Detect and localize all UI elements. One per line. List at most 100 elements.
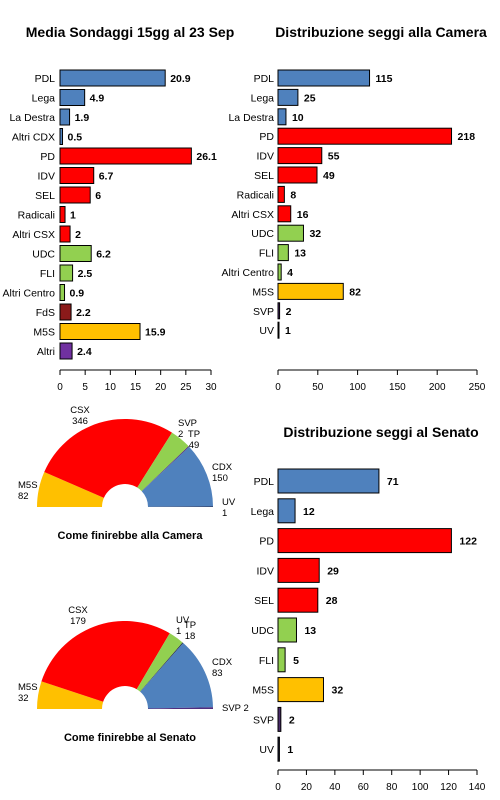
senato-x-tick-label: 100 xyxy=(412,782,429,793)
pie_camera-slice-label: TP xyxy=(188,429,200,440)
polls-x-tick-label: 0 xyxy=(57,382,63,393)
senato-chart-title: Distribuzione seggi al Senato xyxy=(283,424,479,440)
senato-category-label: SEL xyxy=(254,595,274,607)
polls-value-label: 6 xyxy=(95,190,101,202)
pie_senato-slice-label: 32 xyxy=(18,693,29,704)
senato-bar-IDV xyxy=(277,557,320,583)
polls-value-label: 6.7 xyxy=(99,171,114,183)
polls-category-label: Radicali xyxy=(18,210,55,222)
pie_senato-slice-label: 179 xyxy=(70,616,86,627)
polls-value-label: 15.9 xyxy=(145,327,166,339)
camera-value-label: 10 xyxy=(292,112,304,124)
polls-x-tick-label: 20 xyxy=(155,382,167,393)
senato-category-label: PDL xyxy=(254,476,275,488)
camera-category-label: Lega xyxy=(251,92,275,104)
pie_camera-slice-label: SVP xyxy=(178,418,197,429)
polls-value-label: 4.9 xyxy=(90,93,105,105)
polls-category-label: PDL xyxy=(35,73,56,85)
senato-category-label: FLI xyxy=(259,655,274,667)
polls-bar-Lega xyxy=(59,89,86,106)
polls-category-label: PD xyxy=(40,151,55,163)
senato-bar-UV xyxy=(277,736,280,762)
camera-bar-SVP xyxy=(277,302,281,320)
senato-x-tick-label: 40 xyxy=(329,782,341,793)
polls-bar-M5S xyxy=(59,323,141,340)
polls-bar-IDV xyxy=(59,167,95,184)
camera-category-label: M5S xyxy=(252,286,274,298)
camera-x-tick-label: 150 xyxy=(389,382,406,393)
senato-x-tick-label: 140 xyxy=(469,782,486,793)
polls-x-tick-label: 5 xyxy=(82,382,88,393)
polls-bar-UDC xyxy=(59,245,92,262)
camera-bar-Altri CSX xyxy=(277,205,292,223)
pie_senato-slice-label: SVP 2 xyxy=(222,703,249,714)
pie_camera-slice-CDX xyxy=(141,446,213,507)
polls-bar-Radicali xyxy=(59,206,66,223)
camera-x-tick-label: 100 xyxy=(349,382,366,393)
polls-category-label: FLI xyxy=(40,268,55,280)
pie_camera-slice-TP xyxy=(137,432,189,492)
camera-category-label: UDC xyxy=(251,228,274,240)
camera-category-label: PDL xyxy=(254,73,275,85)
polls-category-label: UDC xyxy=(32,249,55,261)
senato-x-tick-label: 20 xyxy=(301,782,313,793)
camera-bar-UV xyxy=(277,321,280,339)
pie_senato-slice-TP xyxy=(136,633,183,692)
polls-bar-PD xyxy=(59,147,192,165)
polls-bar-SEL xyxy=(59,186,91,204)
camera-value-label: 25 xyxy=(304,92,316,104)
pie_senato-slice-CDX xyxy=(140,643,213,709)
pie_camera-slice-label: 346 xyxy=(72,416,88,427)
polls-x-tick-label: 30 xyxy=(205,382,217,393)
camera-value-label: 2 xyxy=(286,306,292,318)
pie_senato-slice-label: 1 xyxy=(176,626,181,637)
senato-category-label: PD xyxy=(259,536,274,548)
camera-value-label: 55 xyxy=(328,151,340,163)
senato-bar-Lega xyxy=(277,498,296,524)
senato-bar-SEL xyxy=(277,587,319,613)
polls-value-label: 1 xyxy=(70,210,76,222)
polls-category-label: Altri xyxy=(37,346,55,358)
senato-value-label: 32 xyxy=(331,685,343,697)
senato-bar-FLI xyxy=(277,647,286,673)
senato-value-label: 71 xyxy=(387,476,399,488)
pie_camera-slice-M5S xyxy=(37,472,104,507)
polls-category-label: Altri Centro xyxy=(2,288,55,300)
camera-category-label: PD xyxy=(259,131,274,143)
polls-value-label: 0.5 xyxy=(68,132,83,144)
camera-bar-Radicali xyxy=(277,185,285,203)
camera-bar-SEL xyxy=(277,166,318,184)
pie_camera-slice-label: CSX xyxy=(70,405,90,416)
polls-category-label: FdS xyxy=(36,307,55,319)
pie_camera-slice-label: 1 xyxy=(222,508,227,519)
polls-bar-FdS xyxy=(59,303,72,321)
polls-bar-Altri Centro xyxy=(59,284,66,301)
senato-value-label: 1 xyxy=(287,744,293,756)
senato-value-label: 5 xyxy=(293,655,299,667)
polls-category-label: La Destra xyxy=(9,112,55,124)
pie_camera-slice-label: UV xyxy=(222,497,236,508)
senato-x-tick-label: 80 xyxy=(386,782,398,793)
camera-pie-title: Come finirebbe alla Camera xyxy=(57,530,203,542)
pie_senato-slice-M5S xyxy=(37,681,104,709)
senato-category-label: IDV xyxy=(256,565,274,577)
polls-value-label: 1.9 xyxy=(75,112,90,124)
pie_camera-slice-label: M5S xyxy=(18,480,38,491)
pie_senato-slice-label: CDX xyxy=(212,657,233,668)
camera-bar-PDL xyxy=(277,69,371,87)
polls-x-tick-label: 15 xyxy=(130,382,142,393)
camera-chart-title: Distribuzione seggi alla Camera xyxy=(275,24,487,40)
camera-value-label: 32 xyxy=(309,228,321,240)
camera-value-label: 4 xyxy=(287,267,293,279)
senato-x-tick-label: 120 xyxy=(440,782,457,793)
pie_camera-slice-CSX xyxy=(44,418,173,498)
pie_camera-slice-label: CDX xyxy=(212,462,233,473)
camera-value-label: 218 xyxy=(458,131,476,143)
senato-value-label: 29 xyxy=(327,565,339,577)
camera-x-tick-label: 0 xyxy=(275,382,281,393)
senato-x-tick-label: 60 xyxy=(358,782,370,793)
polls-value-label: 26.1 xyxy=(196,151,217,163)
camera-value-label: 8 xyxy=(290,189,296,201)
